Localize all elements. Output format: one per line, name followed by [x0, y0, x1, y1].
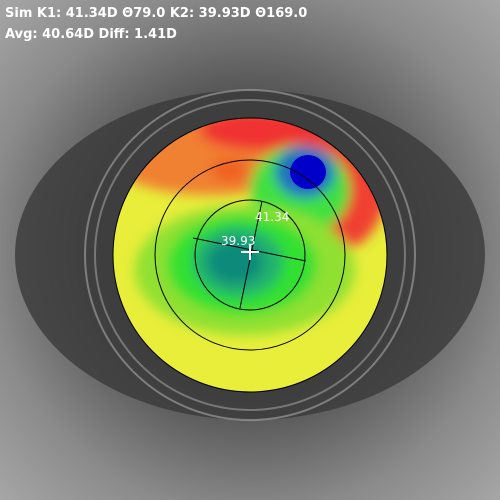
header-line: Sim K1: 41.34D Θ79.0 K2: 39.93D Θ169.0: [5, 6, 307, 21]
center-cross: [241, 244, 259, 260]
ring: [112, 117, 388, 393]
map-zone: [290, 155, 326, 189]
map-rings: [112, 117, 388, 393]
header-line: Avg: 40.64D Diff: 1.41D: [5, 27, 177, 42]
ring: [154, 159, 346, 351]
ring: [194, 199, 306, 311]
k1-label: 41.34: [255, 210, 289, 224]
placido-ring: [84, 89, 416, 421]
k2-label: 39.93: [221, 234, 255, 248]
map-zone: [212, 158, 248, 182]
placido-ring: [94, 99, 406, 411]
